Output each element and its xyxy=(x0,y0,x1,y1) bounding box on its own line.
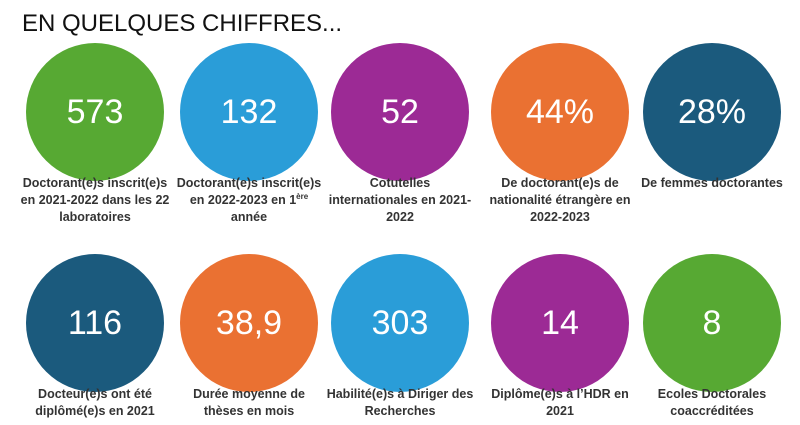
stat-label: Doctorant(e)s inscrit(e)s en 2022-2023 e… xyxy=(174,175,324,226)
label-text: Ecoles Doctorales coaccréditées xyxy=(657,387,767,418)
label-text: Diplôme(e)s à l’HDR en 2021 xyxy=(491,387,629,418)
label-text: Doctorant(e)s inscrit(e)s en 2021-2022 d… xyxy=(20,176,170,224)
stat-label: Diplôme(e)s à l’HDR en 2021 xyxy=(485,386,635,420)
stat-circle: 52 xyxy=(331,43,469,181)
stat-circle: 132 xyxy=(180,43,318,181)
stat-label: Ecoles Doctorales coaccréditées xyxy=(637,386,787,420)
title: EN QUELQUES CHIFFRES... xyxy=(22,10,343,37)
stat-label: Habilité(e)s à Diriger des Recherches xyxy=(325,386,475,420)
label-text: Doctorant(e)s inscrit(e)s en 2022-2023 e… xyxy=(176,176,322,207)
stat-circle: 116 xyxy=(26,254,164,392)
stat-circle: 303 xyxy=(331,254,469,392)
stat-label: Cotutelles internationales en 2021-2022 xyxy=(325,175,475,226)
label-sup: ère xyxy=(296,191,309,201)
stat-circle: 573 xyxy=(26,43,164,181)
label-text: De doctorant(e)s de nationalité étrangèr… xyxy=(489,176,631,224)
stat-label: De femmes doctorantes xyxy=(637,175,787,192)
label-text: Cotutelles internationales en 2021-2022 xyxy=(328,176,472,224)
label-text: Habilité(e)s à Diriger des Recherches xyxy=(326,387,474,418)
stat-label: De doctorant(e)s de nationalité étrangèr… xyxy=(485,175,635,226)
stat-label: Docteur(e)s ont été diplômé(e)s en 2021 xyxy=(20,386,170,420)
label-text: année xyxy=(230,210,268,224)
stat-circle: 8 xyxy=(643,254,781,392)
label-text: Docteur(e)s ont été diplômé(e)s en 2021 xyxy=(35,387,155,418)
stat-circle: 14 xyxy=(491,254,629,392)
label-text: De femmes doctorantes xyxy=(641,176,783,190)
stat-label: Doctorant(e)s inscrit(e)s en 2021-2022 d… xyxy=(20,175,170,226)
label-text: Durée moyenne de thèses en mois xyxy=(193,387,305,418)
stat-circle: 44% xyxy=(491,43,629,181)
stat-circle: 38,9 xyxy=(180,254,318,392)
stat-circle: 28% xyxy=(643,43,781,181)
stat-label: Durée moyenne de thèses en mois xyxy=(174,386,324,420)
